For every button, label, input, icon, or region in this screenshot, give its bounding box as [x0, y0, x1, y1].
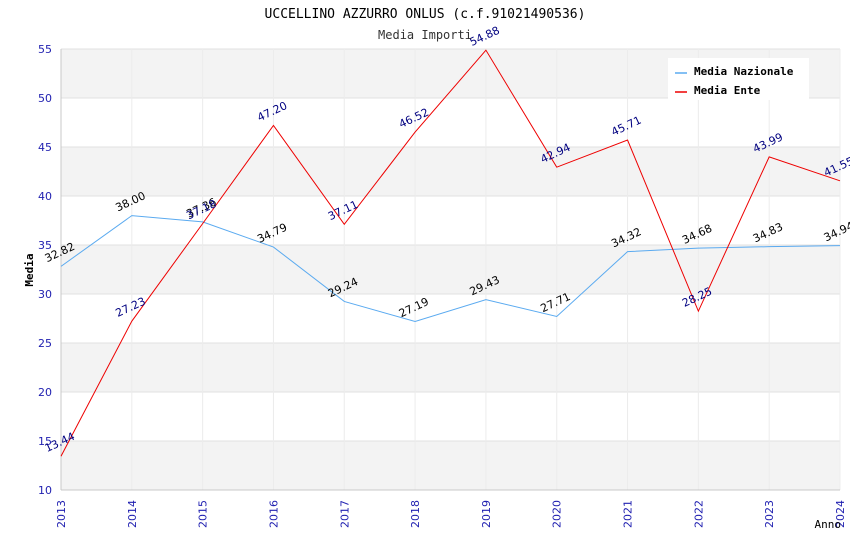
y-tick-label: 40	[38, 190, 52, 203]
x-tick-label: 2021	[622, 500, 635, 528]
series-line-media-ente	[60, 49, 841, 457]
series-line-media-nazionale	[60, 215, 841, 323]
grid-band	[61, 196, 840, 245]
y-axis-label: Media	[23, 253, 36, 286]
chart-title: UCCELLINO AZZURRO ONLUS (c.f.91021490536…	[265, 7, 586, 22]
grid-band	[61, 147, 840, 196]
grid-band	[61, 441, 840, 490]
x-tick-label: 2013	[55, 500, 68, 528]
legend: Media Nazionale Media Ente	[668, 58, 809, 100]
legend-label-media-ente: Media Ente	[694, 84, 761, 97]
y-tick-label: 10	[38, 484, 52, 497]
grid-band	[61, 245, 840, 294]
x-tick-label: 2024	[834, 500, 847, 528]
x-tick-label: 2014	[126, 500, 139, 528]
y-tick-label: 35	[38, 239, 52, 252]
x-tick-label: 2016	[267, 500, 280, 528]
grid-band	[61, 98, 840, 147]
chart-subtitle: Media Importi	[378, 28, 472, 42]
grid-band	[61, 294, 840, 343]
x-tick-label: 2019	[480, 500, 493, 528]
y-tick-label: 55	[38, 43, 52, 56]
x-tick-label: 2022	[692, 500, 705, 528]
x-tick-label: 2015	[197, 500, 210, 528]
y-tick-label: 50	[38, 92, 52, 105]
y-tick-label: 25	[38, 337, 52, 350]
y-tick-label: 15	[38, 435, 52, 448]
legend-label-media-nazionale: Media Nazionale	[694, 65, 794, 78]
data-label-media-ente: 54.88	[468, 24, 502, 49]
x-axis-label: Anno	[815, 518, 842, 531]
x-tick-label: 2023	[763, 500, 776, 528]
y-tick-label: 30	[38, 288, 52, 301]
y-tick-label: 20	[38, 386, 52, 399]
y-tick-label: 45	[38, 141, 52, 154]
x-tick-label: 2017	[338, 500, 351, 528]
grid-band	[61, 343, 840, 392]
legend-box	[668, 58, 809, 100]
grid-band	[61, 392, 840, 441]
x-tick-label: 2020	[551, 500, 564, 528]
x-tick-label: 2018	[409, 500, 422, 528]
